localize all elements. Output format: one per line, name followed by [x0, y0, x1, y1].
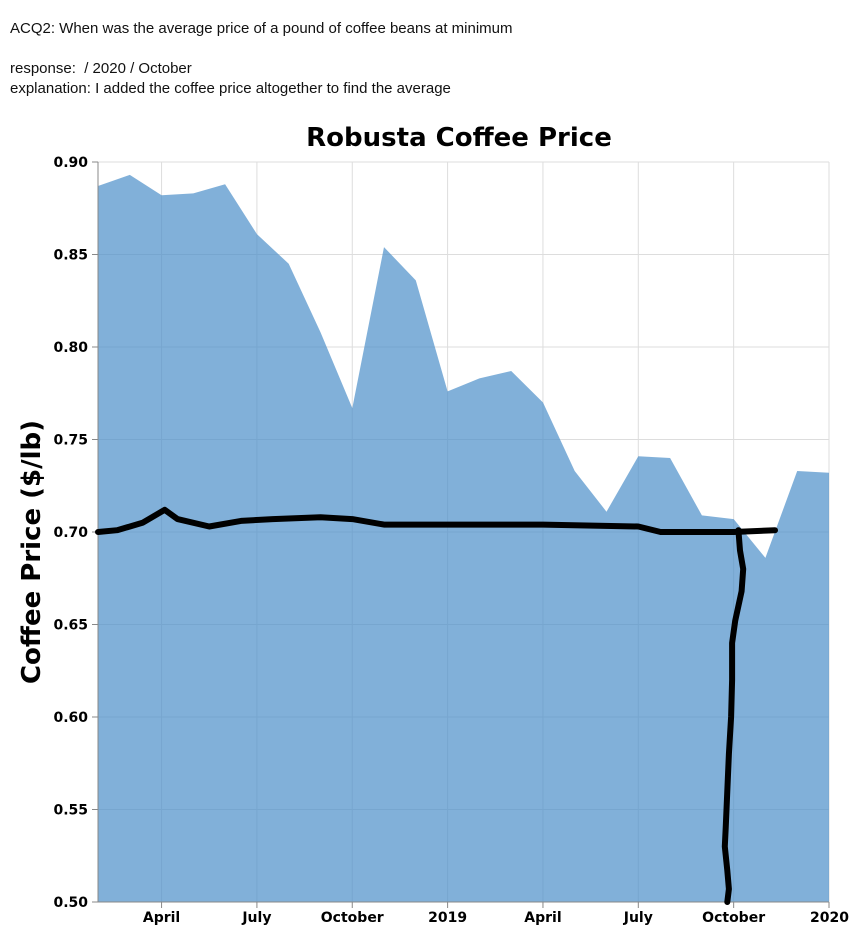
- price-area: [98, 174, 829, 902]
- y-tick-label: 0.75: [53, 433, 88, 449]
- y-axis-ticks: 0.50 0.55 0.60 0.65 0.70 0.75 0.80 0.85 0.90: [53, 155, 98, 911]
- x-tick-label: October: [702, 910, 765, 926]
- handdrawn-vertical-line: [721, 527, 747, 905]
- handdrawn-marks: [95, 506, 778, 905]
- x-tick-label: April: [524, 910, 561, 926]
- x-tick-label: July: [241, 910, 271, 926]
- x-tick-label: October: [321, 910, 384, 926]
- y-tick-label: 0.60: [53, 710, 88, 726]
- x-tick-label: 2020: [810, 910, 849, 926]
- x-tick-label: July: [623, 910, 653, 926]
- x-tick-label: 2019: [428, 910, 467, 926]
- y-tick-label: 0.90: [53, 155, 88, 171]
- x-axis-ticks: April July October 2019 April July October 2020: [143, 902, 849, 926]
- chart-title: Robusta Coffee Price: [306, 123, 612, 153]
- handdrawn-horizontal-line: [95, 506, 778, 535]
- explanation-text: explanation: I added the coffee price al…: [10, 80, 451, 97]
- y-tick-label: 0.50: [53, 895, 88, 911]
- y-tick-label: 0.70: [53, 525, 88, 541]
- x-tick-label: April: [143, 910, 180, 926]
- y-tick-label: 0.85: [53, 248, 88, 264]
- y-tick-label: 0.80: [53, 340, 88, 356]
- y-axis-label: Coffee Price ($/lb): [17, 420, 47, 684]
- question-text: ACQ2: When was the average price of a po…: [10, 20, 513, 37]
- response-text: response: / 2020 / October: [10, 60, 192, 77]
- y-tick-label: 0.55: [53, 803, 88, 819]
- y-tick-label: 0.65: [53, 618, 88, 634]
